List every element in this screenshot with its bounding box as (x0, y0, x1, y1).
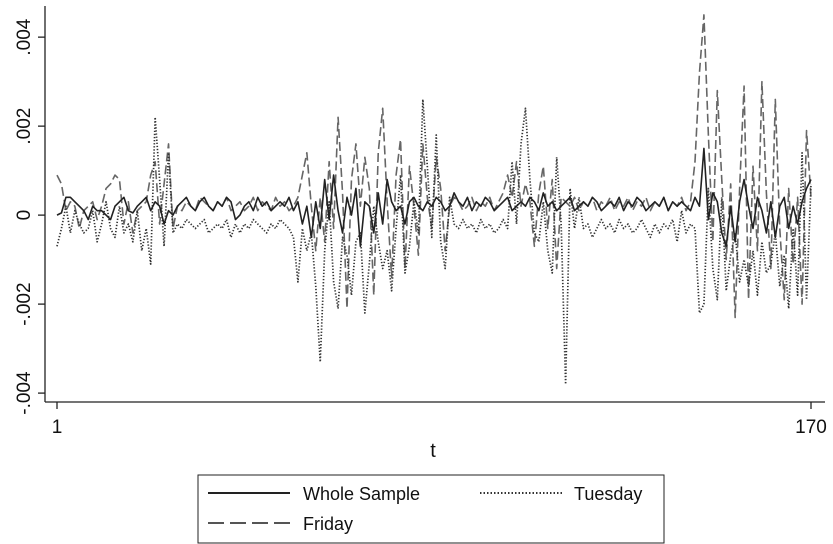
legend-label-whole-sample: Whole Sample (303, 484, 420, 504)
series-layer (56, 14, 812, 386)
legend: Whole Sample Tuesday Friday (197, 474, 665, 544)
series-line-friday (56, 14, 812, 319)
y-tick-label: .002 (14, 108, 35, 145)
y-tick-label: -.004 (14, 371, 35, 415)
plot-area: -.004 -.002 0 .002 .004 1 170 (14, 6, 827, 438)
series-line-tuesday (56, 98, 812, 386)
series-line-whole-sample (56, 147, 812, 248)
legend-label-tuesday: Tuesday (574, 484, 642, 504)
y-tick-label: .004 (14, 18, 35, 55)
y-tick-label: -.002 (14, 282, 35, 325)
x-axis-title: t (430, 440, 436, 462)
legend-box (197, 474, 665, 544)
x-tick-label: 170 (795, 417, 827, 438)
y-axis-ticks: -.004 -.002 0 .002 .004 (14, 18, 45, 415)
legend-label-friday: Friday (303, 514, 353, 534)
x-axis-ticks: 1 170 (52, 402, 827, 438)
y-tick-label: 0 (14, 210, 35, 221)
x-tick-label: 1 (52, 417, 63, 438)
